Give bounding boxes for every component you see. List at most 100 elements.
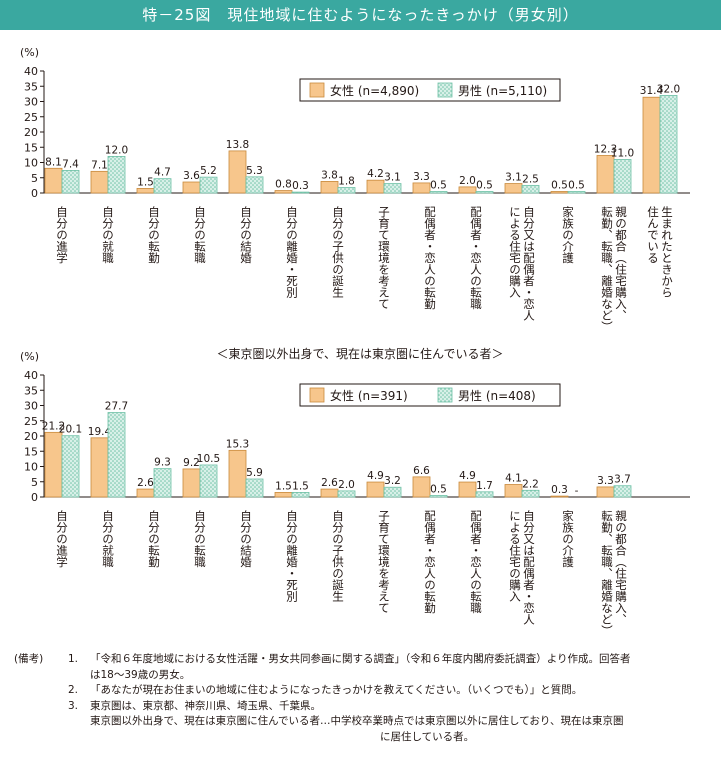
bar-female	[550, 191, 569, 194]
bar-male	[107, 155, 126, 194]
legend-label-female: 女性 (n=391)	[330, 388, 408, 403]
bar-group: 3.6 5.2 自分の転職	[182, 165, 218, 264]
data-label-female: 9.2	[183, 457, 200, 469]
note-2-number: 2.	[68, 684, 79, 696]
bar-group: 3.1 2.5 による住宅の購入 自分又は配偶者・恋人	[504, 172, 540, 321]
category-label: 自分又は配偶者・恋人	[522, 510, 536, 625]
y-tick-label: 30	[24, 400, 38, 413]
bar-female	[274, 492, 293, 498]
bar-male	[199, 176, 218, 194]
data-label-male: 3.1	[384, 172, 401, 184]
data-label-female: 21.2	[42, 420, 65, 432]
bar-male	[245, 478, 264, 498]
data-label-male: 7.4	[62, 158, 79, 170]
data-label-male: 5.3	[246, 165, 263, 177]
category-label: 配偶者・恋人の転勤	[423, 510, 437, 614]
data-label-male: 20.1	[59, 424, 82, 436]
category-label: 親の都合（住宅購入、	[614, 510, 628, 625]
y-tick-label: 10	[24, 157, 38, 170]
legend: 女性 (n=391) 男性 (n=408)	[299, 383, 561, 407]
bar-male	[153, 178, 172, 194]
data-label-female: 2.6	[137, 477, 154, 489]
data-label-female: 3.1	[505, 172, 522, 184]
data-label-female: 6.6	[413, 465, 430, 477]
data-label-male: 10.5	[197, 453, 220, 465]
data-label-female: 3.3	[597, 475, 614, 487]
charts-canvas: 0 5 10 15 20 25 30 35 40 (%) 女性 (n=4,890) 男性 (n=5,1…	[20, 46, 690, 637]
category-label: による住宅の購入	[508, 510, 522, 602]
data-label-male: 27.7	[105, 401, 128, 413]
data-label-male: 3.2	[384, 475, 401, 487]
bar-group: 6.60.5 配偶者・恋人の転勤	[412, 465, 448, 614]
y-unit-label: (%)	[20, 46, 39, 59]
bar-female	[44, 167, 63, 194]
category-label: 自分の子供の誕生	[331, 510, 345, 602]
category-label: 自分の進学	[55, 206, 69, 264]
data-label-female: 3.6	[183, 170, 200, 182]
y-tick-label: 25	[24, 415, 38, 428]
data-label-male: 0.5	[568, 179, 585, 191]
y-tick-label: 15	[24, 445, 38, 458]
bar-male	[383, 486, 402, 498]
category-label: 自分の進学	[55, 510, 69, 568]
data-label-female: 19.4	[88, 426, 112, 438]
bar-male	[659, 95, 678, 194]
y-tick-label: 35	[24, 384, 38, 397]
data-label-male: 2.2	[522, 478, 539, 490]
note-1-line-1: 「令和６年度地域における女性活躍・男女共同参画に関する調査」（令和６年度内閣府委…	[90, 653, 631, 665]
category-label: 自分の転勤	[147, 206, 161, 264]
y-tick-label: 10	[24, 461, 38, 474]
data-label-female: 1.5	[137, 176, 154, 188]
bar-group: 2.6 2.0 自分の子供の誕生	[320, 477, 356, 602]
bar-female	[458, 481, 477, 498]
category-label: 自分の転職	[193, 510, 207, 568]
data-label-female: 8.1	[45, 156, 62, 168]
bar-group: 9.210.5 自分の転職	[182, 453, 220, 568]
data-label-male: 32.0	[657, 83, 680, 95]
y-tick-label: 40	[24, 369, 38, 382]
data-label-female: 12.3	[594, 143, 617, 155]
category-label: 親の都合（住宅購入、	[614, 206, 628, 321]
note-3-line-3: に居住している者。	[380, 730, 475, 743]
bar-group: 21.220.1 自分の進学	[42, 420, 82, 567]
data-label-female: 4.9	[367, 470, 384, 482]
bar-female	[504, 484, 523, 498]
data-label-female: 0.5	[551, 179, 568, 191]
category-label: 配偶者・恋人の転職	[469, 206, 483, 310]
bar-group: 0.3 -家族の介護	[550, 484, 579, 568]
bar-male	[291, 492, 310, 498]
data-label-female: 3.3	[413, 171, 430, 183]
bar-group: 3.30.5 配偶者・恋人の転勤	[412, 171, 448, 310]
bar-female	[90, 170, 109, 194]
y-tick-label: 40	[24, 65, 38, 78]
note-1: (備考) 1. 「令和６年度地域における女性活躍・男女共同参画に関する調査」（令…	[14, 652, 714, 683]
bar-male	[61, 435, 80, 498]
bar-group: 13.8 5.3 自分の結婚	[226, 139, 264, 264]
category-label: 自分の就職	[101, 206, 115, 264]
bar-female	[504, 183, 523, 194]
y-tick-label: 5	[31, 476, 38, 489]
data-label-male: 4.7	[154, 167, 171, 179]
category-label: 自分の就職	[101, 510, 115, 568]
y-tick-label: 0	[31, 187, 38, 200]
bar-male	[475, 191, 494, 194]
bar-group: 4.2 3.1 子育て環境を考えて	[366, 168, 402, 310]
bar-group: 8.1 7.4 自分の進学	[44, 156, 80, 264]
note-1-number: 1.	[68, 653, 79, 665]
bar-group: 2.0 0.5 配偶者・恋人の転職	[458, 175, 494, 310]
bar-group: 7.1 12.0 自分の就職	[90, 144, 128, 264]
bar-male	[383, 183, 402, 194]
note-2-line-1: 「あなたが現在お住まいの地域に住むようになったきっかけを教えてください。（いくつ…	[90, 684, 583, 696]
data-label-female: 15.3	[226, 438, 249, 450]
data-label-male: 2.5	[522, 173, 539, 185]
data-label-male: 0.5	[430, 179, 447, 191]
data-label-female: 13.8	[226, 139, 249, 151]
note-1-line-2: は18～39歳の男女。	[90, 668, 191, 681]
category-label: 住んでいる	[646, 205, 660, 263]
legend-box	[299, 383, 561, 407]
chart-1: 0 5 10 15 20 25 30 35 40 (%) 女性 (n=4,890) 男性 (n=5,1…	[20, 46, 690, 333]
category-label: 自分の離婚・死別	[285, 206, 299, 299]
bar-female	[182, 468, 201, 498]
bar-group: 4.91.7 配偶者・恋人の転職	[458, 470, 494, 614]
y-tick-label: 35	[24, 80, 38, 93]
